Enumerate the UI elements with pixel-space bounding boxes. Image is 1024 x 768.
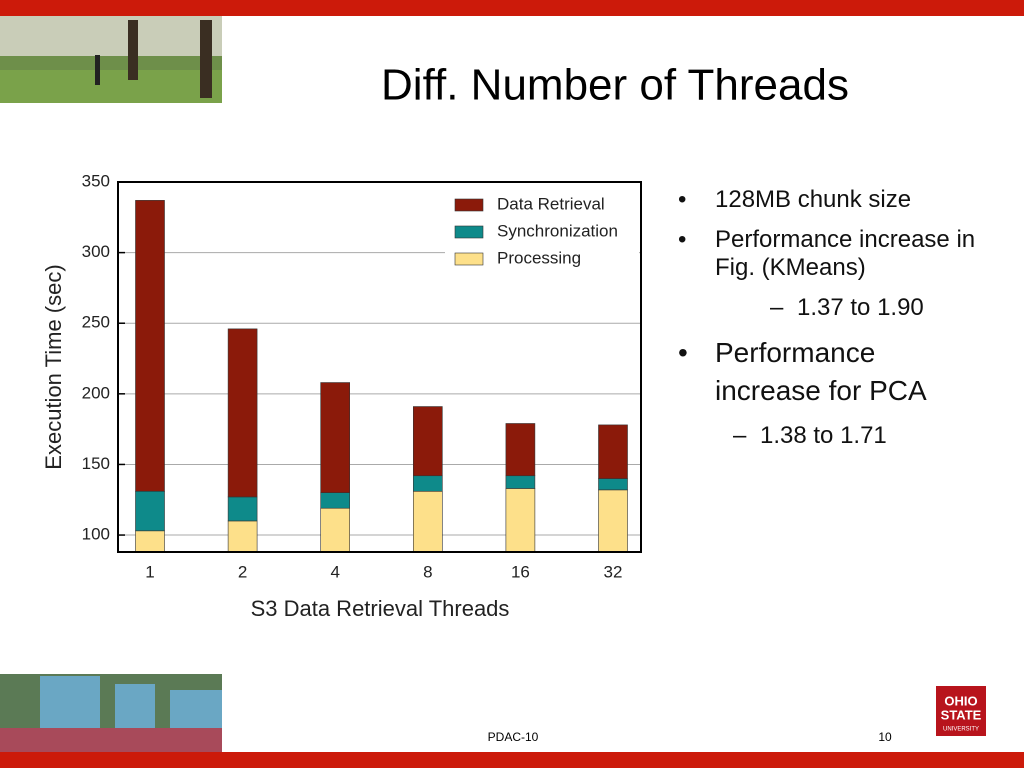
bar-segment (135, 490, 165, 532)
bullet-text: Performance increase for PCA (715, 337, 927, 406)
bullet-list: 128MB chunk size Performance increase in … (678, 186, 978, 462)
bar-segment (135, 200, 165, 492)
bullet-text: 1.37 to 1.90 (797, 294, 924, 321)
bullet-text: 128MB chunk size (715, 186, 912, 213)
sub-bullet: 1.38 to 1.71 (715, 422, 978, 450)
plot-frame (117, 181, 642, 553)
page-number: 10 (878, 730, 892, 744)
bar-segment (505, 423, 536, 477)
x-axis-title: S3 Data Retrieval Threads (251, 596, 510, 621)
bar-segment (320, 507, 351, 553)
bottom-band (0, 752, 1024, 768)
bullet-text: 1.38 to 1.71 (760, 422, 887, 449)
bullet: 128MB chunk size (678, 186, 978, 214)
bar-segment (598, 489, 628, 553)
y-tick-label: 250 (82, 313, 110, 332)
y-axis-title: Execution Time (sec) (41, 264, 66, 469)
y-tick-label: 350 (82, 171, 110, 190)
x-tick-label: 1 (145, 562, 154, 581)
logo-text: UNIVERSITY (943, 727, 979, 733)
bar-segment (505, 475, 536, 489)
x-tick-label: 2 (238, 562, 247, 581)
legend: Data Retrieval Synchronization Processing (445, 190, 639, 272)
bar-segment (227, 496, 258, 522)
bar-segment (412, 475, 443, 492)
bar-segment (598, 478, 628, 491)
bullet-text: Performance increase in Fig. (KMeans) (715, 226, 976, 281)
photo-top (0, 16, 222, 103)
bar-segment (320, 382, 351, 493)
bar-segment (227, 520, 258, 553)
legend-label: Synchronization (497, 221, 618, 240)
x-tick-label: 4 (330, 562, 339, 581)
bar-segment (412, 490, 443, 553)
logo-box (936, 686, 986, 736)
logo-text: OHIO (944, 693, 977, 708)
sub-bullet: 1.37 to 1.90 (752, 294, 978, 322)
photo-bottom (0, 674, 222, 752)
bar-segment (598, 424, 628, 479)
y-tick-label: 300 (82, 242, 110, 261)
bar-segment (505, 488, 536, 553)
bar-segment (227, 328, 258, 498)
bullet: Performance increase in Fig. (KMeans) 1.3… (678, 226, 978, 322)
y-tick-label: 150 (82, 454, 110, 473)
slide-title: Diff. Number of Threads (381, 61, 849, 110)
footer-text: PDAC-10 (488, 730, 539, 744)
legend-swatch (454, 225, 484, 239)
legend-swatch (454, 252, 484, 266)
x-tick-label: 8 (423, 562, 432, 581)
logo-text: STATE (941, 707, 982, 722)
bar-segment (412, 406, 443, 477)
x-tick-label: 32 (604, 562, 623, 581)
bar-segment (135, 530, 165, 553)
bar-segment (320, 492, 351, 509)
legend-swatch (454, 198, 484, 212)
legend-label: Data Retrieval (497, 194, 605, 213)
top-band (0, 0, 1024, 16)
legend-label: Processing (497, 248, 581, 267)
y-tick-label: 200 (82, 383, 110, 402)
y-tick-label: 100 (82, 525, 110, 544)
x-tick-label: 16 (511, 562, 530, 581)
bullet: Performance increase for PCA 1.38 to 1.71 (678, 334, 978, 450)
